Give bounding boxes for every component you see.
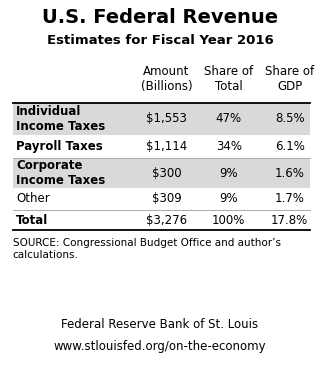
Text: Federal Reserve Bank of St. Louis: Federal Reserve Bank of St. Louis (61, 318, 259, 331)
Text: 47%: 47% (216, 113, 242, 126)
Text: 34%: 34% (216, 140, 242, 153)
Text: $309: $309 (152, 193, 181, 205)
Bar (13, 158, 310, 188)
Text: Total: Total (16, 214, 48, 227)
Text: $1,114: $1,114 (146, 140, 187, 153)
Text: 1.7%: 1.7% (275, 193, 305, 205)
Text: 8.5%: 8.5% (275, 113, 304, 126)
Text: $3,276: $3,276 (146, 214, 187, 227)
Text: U.S. Federal Revenue: U.S. Federal Revenue (42, 8, 278, 27)
Text: 17.8%: 17.8% (271, 214, 308, 227)
Text: Other: Other (16, 193, 50, 205)
Text: Amount
(Billions): Amount (Billions) (140, 65, 192, 94)
Text: 9%: 9% (220, 193, 238, 205)
Text: Corporate
Income Taxes: Corporate Income Taxes (16, 159, 105, 187)
Text: SOURCE: Congressional Budget Office and author’s
calculations.: SOURCE: Congressional Budget Office and … (13, 238, 281, 260)
Text: Payroll Taxes: Payroll Taxes (16, 140, 103, 153)
Text: 9%: 9% (220, 166, 238, 180)
Text: Share of
Total: Share of Total (204, 65, 253, 94)
Text: Share of
GDP: Share of GDP (265, 65, 314, 94)
Text: $300: $300 (152, 166, 181, 180)
Text: 6.1%: 6.1% (275, 140, 305, 153)
Text: $1,553: $1,553 (146, 113, 187, 126)
Text: Estimates for Fiscal Year 2016: Estimates for Fiscal Year 2016 (47, 34, 273, 47)
Bar (13, 103, 310, 135)
Text: 100%: 100% (212, 214, 245, 227)
Text: www.stlouisfed.org/on-the-economy: www.stlouisfed.org/on-the-economy (54, 340, 266, 353)
Text: 1.6%: 1.6% (275, 166, 305, 180)
Text: Individual
Income Taxes: Individual Income Taxes (16, 105, 105, 133)
